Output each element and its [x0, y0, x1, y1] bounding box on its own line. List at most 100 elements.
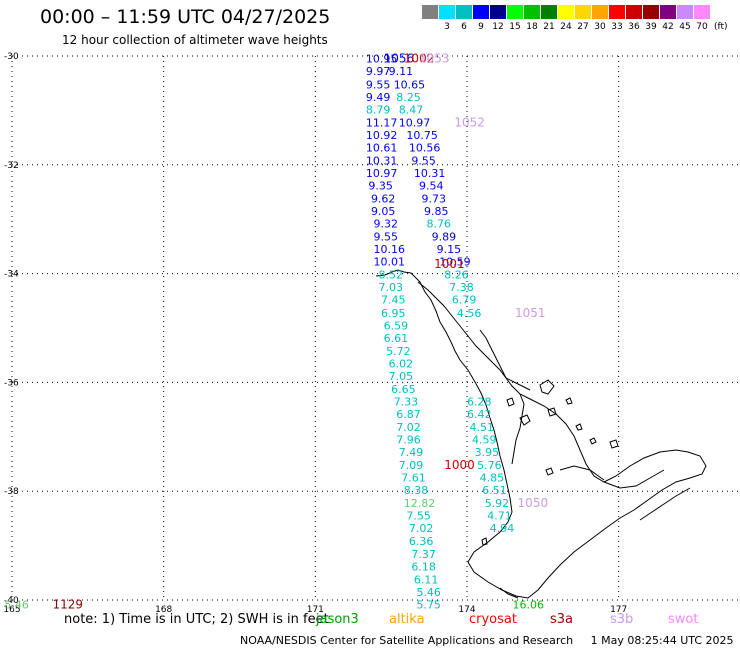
wave-height-value: 10.65 [394, 78, 426, 91]
wave-height-value: 7.05 [389, 370, 414, 383]
lat-tick-label: -36 [4, 378, 19, 388]
wave-height-value: 9.97 [366, 65, 391, 78]
bay-of-plenty-coast [559, 465, 605, 481]
lon-tick-label: 177 [610, 605, 627, 615]
island-small-2 [506, 397, 515, 407]
scale-swatch [541, 5, 557, 19]
mission-label: s3b [610, 612, 634, 627]
lat-tick-label: -40 [4, 596, 19, 606]
wave-height-value: 10.61 [366, 141, 398, 154]
wave-height-value: 7.55 [406, 510, 431, 523]
east-cape-coast [603, 469, 665, 489]
wave-height-value: 9.55 [373, 231, 398, 244]
mission-label: s3a [550, 612, 574, 627]
wave-height-value: 7.37 [411, 548, 436, 561]
north-island-east-coast [479, 329, 531, 391]
wave-height-value: 7.45 [381, 294, 406, 307]
track-id-label: 1129 [52, 597, 83, 611]
scale-label: 36 [628, 22, 640, 32]
wave-height-value: 6.02 [389, 357, 414, 370]
wave-height-value: 8.26 [444, 269, 469, 282]
scale-swatch [490, 5, 506, 19]
wave-height-value: 9.55 [366, 78, 391, 91]
credit-line: NOAA/NESDIS Center for Satellite Applica… [240, 634, 734, 647]
scale-swatch [575, 5, 591, 19]
scale-swatch [439, 5, 455, 19]
wave-height-value: 12.82 [404, 497, 436, 510]
mission-label: altika [389, 612, 425, 627]
wave-height-value: 6.11 [414, 573, 439, 586]
scale-swatch [558, 5, 574, 19]
scale-label: 39 [645, 22, 657, 32]
scale-unit: (ft) [714, 22, 728, 32]
wave-height-value: 5.92 [485, 497, 510, 510]
wave-height-value: 6.87 [396, 408, 421, 421]
wave-height-value: 5.72 [386, 345, 411, 358]
wave-height-value: 6.42 [467, 408, 492, 421]
wave-height-value: 7.38 [449, 281, 474, 294]
lon-tick-label: 168 [155, 605, 172, 615]
mission-label: cryosat [469, 612, 517, 627]
scale-swatch [456, 5, 472, 19]
track-id-label: 1051 [515, 306, 546, 320]
track-id-label: 1002 [404, 52, 435, 66]
wave-height-value: 7.49 [399, 446, 424, 459]
wave-height-value: 5.76 [477, 459, 502, 472]
wave-height-value: 10.75 [406, 129, 438, 142]
wave-height-value: 9.11 [389, 65, 414, 78]
wave-height-value: 10.56 [409, 141, 441, 154]
page-subtitle: 12 hour collection of altimeter wave hei… [62, 33, 328, 47]
wave-height-value: 4.85 [480, 472, 505, 485]
coromandel-coast [511, 393, 525, 465]
wave-height-value: 3.95 [475, 446, 500, 459]
scale-label: 12 [492, 22, 504, 32]
island-motiti [589, 437, 597, 445]
wave-height-observations: 10.959.979.559.498.7911.1710.9210.6110.3… [4, 52, 548, 612]
map-grid [11, 55, 740, 601]
island-waiheke [519, 414, 531, 426]
wave-height-value: 9.54 [419, 179, 444, 192]
wave-height-value: 10.95 [366, 53, 398, 66]
lat-tick-label: -34 [4, 270, 19, 280]
wave-height-value: 6.65 [391, 383, 416, 396]
island-white [609, 439, 619, 449]
scale-label: 45 [679, 22, 691, 32]
wave-height-value: 7.33 [394, 395, 419, 408]
wave-height-value: 8.25 [396, 91, 421, 104]
wave-height-value: 6.59 [384, 319, 409, 332]
wave-height-value: 9.49 [366, 91, 391, 104]
scale-label: 15 [509, 22, 521, 32]
wave-height-value: 6.79 [452, 294, 477, 307]
wave-height-value: 9.35 [368, 179, 393, 192]
wave-height-value: 6.95 [381, 307, 406, 320]
wellington-coast [499, 587, 519, 599]
scale-swatch [677, 5, 693, 19]
wave-height-value: 10.16 [373, 243, 405, 256]
coastline [375, 269, 707, 599]
island-kapiti [481, 537, 488, 546]
wave-height-value: 6.28 [467, 395, 492, 408]
wave-height-value: 8.79 [366, 103, 391, 116]
scale-label: 27 [577, 22, 589, 32]
lon-tick-label: 171 [307, 605, 324, 615]
wave-height-value: 7.96 [396, 434, 421, 447]
scale-label: 42 [662, 22, 674, 32]
scale-swatch [609, 5, 625, 19]
lon-tick-label: 174 [458, 605, 475, 615]
island-small-4 [575, 423, 583, 431]
wave-height-value: 9.15 [437, 243, 462, 256]
scale-swatch [643, 5, 659, 19]
wave-height-value: 6.18 [411, 560, 436, 573]
scale-swatch [694, 5, 710, 19]
wave-height-value: 7.61 [401, 472, 426, 485]
mission-label: jason3 [316, 612, 359, 627]
scale-label: 33 [611, 22, 623, 32]
track-id-label: 1056 [384, 52, 415, 66]
footnote: note: 1) Time is in UTC; 2) SWH is in fe… [64, 612, 329, 627]
page-title: 00:00 – 11:59 UTC 04/27/2025 [40, 6, 331, 28]
scale-label: 30 [594, 22, 606, 32]
wave-height-value: 4.94 [490, 522, 515, 535]
scale-label: 9 [478, 22, 484, 32]
lat-tick-label: -38 [4, 487, 19, 497]
